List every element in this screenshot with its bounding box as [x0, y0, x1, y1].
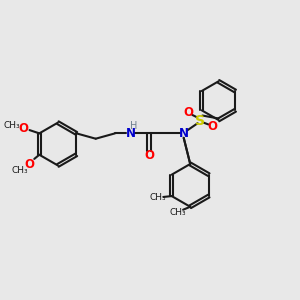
Text: O: O	[184, 106, 194, 119]
Text: O: O	[18, 122, 28, 134]
Text: CH₃: CH₃	[149, 193, 166, 202]
Text: O: O	[25, 158, 35, 171]
Text: CH₃: CH₃	[3, 121, 20, 130]
Text: O: O	[144, 149, 154, 162]
Text: CH₃: CH₃	[11, 166, 28, 175]
Text: CH₃: CH₃	[169, 208, 186, 217]
Text: N: N	[179, 127, 189, 140]
Text: H: H	[130, 121, 138, 131]
Text: O: O	[207, 120, 217, 133]
Text: N: N	[125, 127, 136, 140]
Text: S: S	[195, 114, 205, 128]
